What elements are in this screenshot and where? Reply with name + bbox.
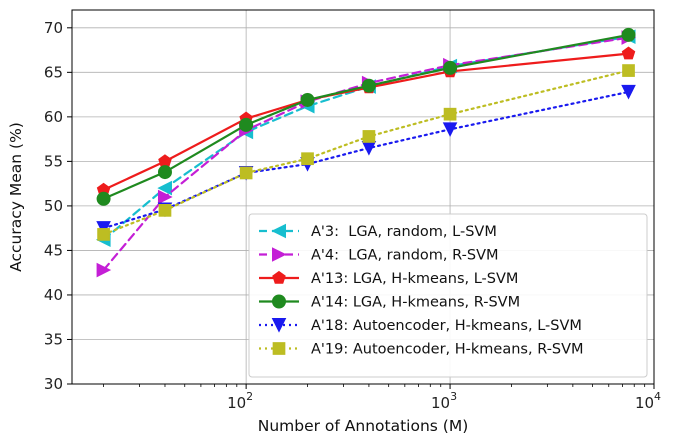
data-point — [159, 155, 171, 167]
legend-label: A'3: LGA, random, L-SVM — [311, 224, 497, 240]
y-tick-labels: 30 35 40 45 50 55 60 65 70 — [44, 19, 63, 393]
legend-label: A'14: LGA, H-kmeans, R-SVM — [311, 295, 520, 311]
y-tick-label: 55 — [44, 152, 63, 170]
y-tick-label: 50 — [44, 197, 63, 215]
y-tick-label: 70 — [44, 19, 63, 37]
data-point — [158, 166, 171, 179]
data-point — [623, 65, 635, 77]
y-tick-label: 40 — [44, 286, 63, 304]
x-tick-labels: 102 103 104 — [227, 390, 661, 412]
legend-label: A'18: Autoencoder, H-kmeans, L-SVM — [311, 318, 582, 334]
data-point — [362, 79, 375, 92]
legend-label: A'19: Autoencoder, H-kmeans, R-SVM — [311, 342, 584, 358]
legend-marker — [273, 343, 285, 355]
data-point — [622, 47, 634, 59]
series-line — [104, 92, 629, 228]
data-point — [444, 108, 456, 120]
data-point — [98, 229, 110, 241]
data-point — [97, 192, 110, 205]
x-tick-label: 103 — [431, 390, 457, 412]
y-tick-label: 60 — [44, 108, 63, 126]
data-point — [622, 28, 635, 41]
x-tick-label: 104 — [635, 390, 661, 412]
data-point — [240, 167, 252, 179]
series-5 — [97, 85, 635, 234]
data-point — [301, 93, 314, 106]
data-point — [159, 205, 171, 217]
data-point — [363, 131, 375, 143]
series-line — [104, 54, 629, 190]
legend: A'3: LGA, random, L-SVM A'4: LGA, random,… — [249, 214, 647, 377]
y-tick-label: 35 — [44, 330, 63, 348]
y-tick-label: 45 — [44, 241, 63, 259]
data-point — [240, 118, 253, 131]
x-axis-title: Number of Annotations (M) — [258, 417, 469, 435]
legend-marker — [273, 295, 286, 308]
x-tick-label: 102 — [227, 390, 253, 412]
series-3 — [97, 47, 634, 195]
y-axis-title: Accuracy Mean (%) — [7, 122, 25, 272]
legend-label: A'13: LGA, H-kmeans, L-SVM — [311, 271, 518, 287]
data-point — [302, 153, 314, 165]
data-point — [444, 61, 457, 74]
legend-label: A'4: LGA, random, R-SVM — [311, 248, 499, 264]
y-tick-label: 65 — [44, 63, 63, 81]
y-tick-label: 30 — [44, 375, 63, 393]
